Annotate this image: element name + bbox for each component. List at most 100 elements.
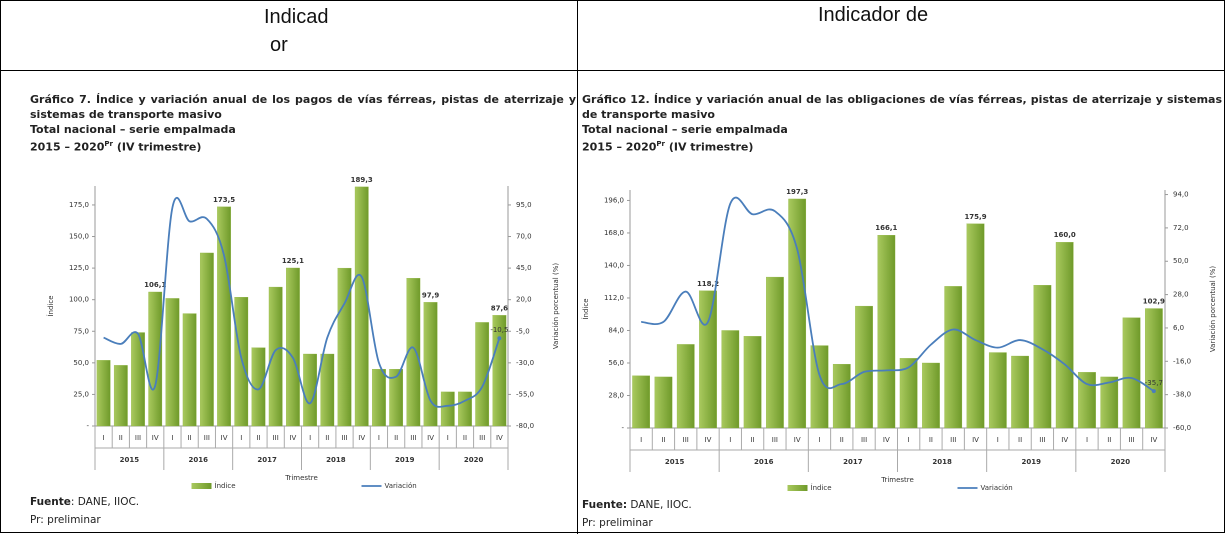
x-tick-label: II <box>394 434 398 442</box>
y2-tick-label: 50,0 <box>1173 257 1189 265</box>
bar <box>1078 372 1096 429</box>
y-tick-label: - <box>621 424 624 432</box>
x-tick-label: II <box>325 434 329 442</box>
x-tick-label: I <box>447 434 449 442</box>
x-tick-label: I <box>378 434 380 442</box>
year-label: 2019 <box>395 456 415 464</box>
bar <box>492 315 507 427</box>
bar <box>1122 317 1141 429</box>
year-label: 2017 <box>843 458 863 466</box>
y-tick-label: 50,0 <box>73 359 89 367</box>
header-cell: or <box>270 34 288 56</box>
bar <box>988 352 1007 429</box>
y2-tick-label: -38,0 <box>1173 391 1191 399</box>
x-tick-label: IV <box>705 436 712 444</box>
x-tick-label: III <box>479 434 485 442</box>
bar <box>458 391 472 427</box>
year-label: 2016 <box>754 458 774 466</box>
x-tick-label: IV <box>427 434 434 442</box>
legend-label: Índice <box>215 481 236 490</box>
bar <box>96 360 111 427</box>
bar <box>721 330 740 429</box>
x-tick-label: I <box>908 436 910 444</box>
y2-tick-label: 45,0 <box>516 264 532 272</box>
source: Fuente: DANE, IIOC. <box>582 499 692 511</box>
period-sup: Pr <box>104 140 113 148</box>
x-tick-label: III <box>1039 436 1045 444</box>
y-tick-label: 140,0 <box>604 261 624 269</box>
chart-title: Gráfico 7. Índice y variación anual de l… <box>30 93 576 121</box>
y-tick-label: - <box>86 422 89 430</box>
bar <box>199 252 214 427</box>
y-tick-label: 75,0 <box>73 327 89 335</box>
y2-tick-label: -5,0 <box>516 327 530 335</box>
bar <box>632 375 650 429</box>
year-label: 2015 <box>665 458 685 466</box>
bar <box>423 302 438 427</box>
bar <box>654 376 673 429</box>
x-tick-label: IV <box>289 434 296 442</box>
y2-tick-label: -16,0 <box>1173 357 1191 365</box>
year-label: 2018 <box>326 456 346 464</box>
bar <box>788 198 807 429</box>
x-tick-label: III <box>1128 436 1134 444</box>
bar-value-label: 97,9 <box>422 291 439 299</box>
x-tick-label: IV <box>883 436 890 444</box>
x-tick-label: II <box>119 434 123 442</box>
bar-value-label: 189,3 <box>351 176 373 184</box>
bar <box>1145 308 1163 429</box>
y-tick-label: 28,0 <box>608 391 624 399</box>
x-tick-label: III <box>772 436 778 444</box>
note: Pr: preliminar <box>30 514 101 526</box>
period: 2015 – 2020Pr (IV trimestre) <box>582 137 1222 155</box>
line-point <box>497 336 502 341</box>
period-note: (IV trimestre) <box>668 140 754 154</box>
bar <box>944 286 963 429</box>
y2-tick-label: 94,0 <box>1173 191 1189 199</box>
line <box>641 196 1155 392</box>
bar <box>406 278 421 427</box>
x-tick-label: II <box>188 434 192 442</box>
source-label: Fuente <box>30 496 71 508</box>
header-cell: Indicad <box>264 6 329 28</box>
y2-tick-label: 28,0 <box>1173 291 1189 299</box>
bar-value-label: 175,9 <box>964 213 986 221</box>
period-note: (IV trimestre) <box>116 140 202 154</box>
x-axis-label: Trimestre <box>880 476 914 484</box>
x-tick-label: III <box>950 436 956 444</box>
line-point <box>1151 389 1156 394</box>
y2-tick-label: 6,0 <box>1173 324 1184 332</box>
x-tick-label: II <box>929 436 933 444</box>
y2-tick-label: 72,0 <box>1173 224 1189 232</box>
chart-heading: Gráfico 7. Índice y variación anual de l… <box>30 92 576 155</box>
x-tick-label: I <box>103 434 105 442</box>
y2-tick-label: -60,0 <box>1173 424 1191 432</box>
bar <box>148 291 163 427</box>
year-label: 2020 <box>464 456 484 464</box>
x-tick-label: IV <box>972 436 979 444</box>
bar-value-label: 106,1 <box>144 281 166 289</box>
y-tick-label: 168,0 <box>604 229 624 237</box>
bar <box>234 297 249 427</box>
bar <box>899 358 918 429</box>
x-tick-label: I <box>729 436 731 444</box>
y2-tick-label: -80,0 <box>516 422 534 430</box>
x-tick-label: II <box>751 436 755 444</box>
y-tick-label: 84,0 <box>608 326 624 334</box>
source-text: : DANE, IIOC. <box>70 496 140 508</box>
x-tick-label: II <box>1018 436 1022 444</box>
x-tick-label: II <box>463 434 467 442</box>
chart-heading: Gráfico 12. Índice y variación anual de … <box>582 92 1222 155</box>
legend-label: Variación <box>981 484 1013 492</box>
bar <box>268 286 283 427</box>
legend-swatch <box>787 485 808 491</box>
period-text: 2015 – 2020 <box>30 140 105 154</box>
y-tick-label: 150,0 <box>69 233 89 241</box>
bar-value-label: 125,1 <box>282 257 304 265</box>
bar <box>182 313 197 427</box>
line <box>103 197 501 408</box>
x-tick-label: IV <box>358 434 365 442</box>
bar-value-label: 118,2 <box>697 280 719 288</box>
bar <box>966 223 985 429</box>
y2-axis-label: Variación porcentual (%) <box>552 263 560 349</box>
